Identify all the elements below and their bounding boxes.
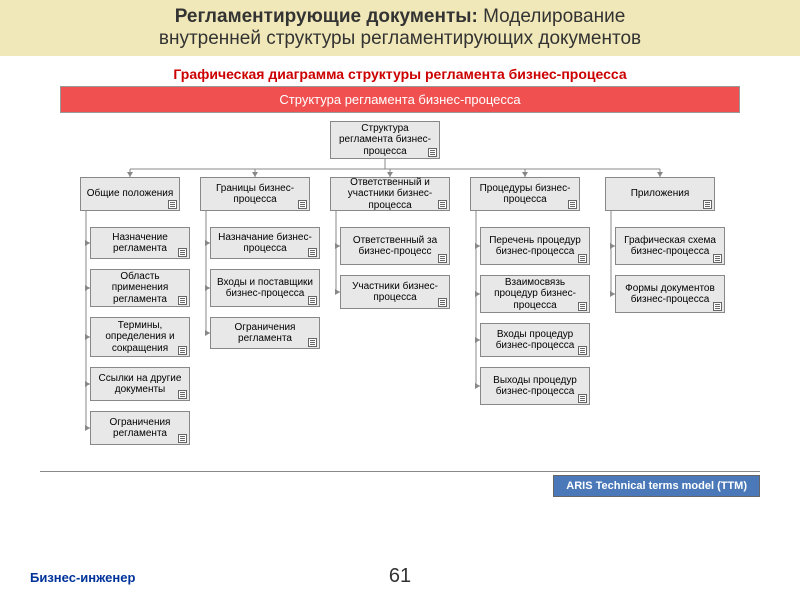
doc-icon xyxy=(298,200,307,209)
doc-icon xyxy=(178,434,187,443)
diagram-area: ARIS Technical terms model (TTM) Структу… xyxy=(30,119,770,519)
tree-node: Взаимосвязь процедур бизнес-процесса xyxy=(480,275,590,313)
doc-icon xyxy=(713,254,722,263)
tree-node: Выходы процедур бизнес-процесса xyxy=(480,367,590,405)
title-line2: внутренней структуры регламентирующих до… xyxy=(10,28,790,50)
tree-node: Ответственный и участники бизнес-процесс… xyxy=(330,177,450,211)
page-number: 61 xyxy=(389,565,411,588)
doc-icon xyxy=(308,248,317,257)
red-header: Структура регламента бизнес-процесса xyxy=(60,86,740,113)
tree-node: Процедуры бизнес-процесса xyxy=(470,177,580,211)
doc-icon xyxy=(178,296,187,305)
doc-icon xyxy=(578,254,587,263)
tree-node: Общие положения xyxy=(80,177,180,211)
tree-node: Структура регламента бизнес-процесса xyxy=(330,121,440,159)
doc-icon xyxy=(178,346,187,355)
tree-node: Ответственный за бизнес-процесс xyxy=(340,227,450,265)
doc-icon xyxy=(578,346,587,355)
subtitle: Графическая диаграмма структуры регламен… xyxy=(0,66,800,82)
doc-icon xyxy=(578,394,587,403)
doc-icon xyxy=(178,248,187,257)
tree-node: Назначание бизнес-процесса xyxy=(210,227,320,259)
doc-icon xyxy=(428,148,437,157)
tree-node: Графическая схема бизнес-процесса xyxy=(615,227,725,265)
title-bar: Регламентирующие документы: Моделировани… xyxy=(0,0,800,56)
aris-label: ARIS Technical terms model (TTM) xyxy=(553,475,760,497)
doc-icon xyxy=(568,200,577,209)
tree-node: Ограничения регламента xyxy=(90,411,190,445)
tree-node: Ограничения регламента xyxy=(210,317,320,349)
tree-node: Термины, определения и сокращения xyxy=(90,317,190,357)
tree-node: Входы процедур бизнес-процесса xyxy=(480,323,590,357)
doc-icon xyxy=(168,200,177,209)
doc-icon xyxy=(578,302,587,311)
tree-node: Участники бизнес-процесса xyxy=(340,275,450,309)
tree-node: Границы бизнес-процесса xyxy=(200,177,310,211)
doc-icon xyxy=(438,200,447,209)
doc-icon xyxy=(178,390,187,399)
doc-icon xyxy=(703,200,712,209)
tree-node: Перечень процедур бизнес-процесса xyxy=(480,227,590,265)
doc-icon xyxy=(438,254,447,263)
hr-line xyxy=(40,471,760,472)
title-rest: Моделирование xyxy=(478,6,625,27)
doc-icon xyxy=(308,296,317,305)
tree-node: Назначение регламента xyxy=(90,227,190,259)
doc-icon xyxy=(308,338,317,347)
footer-left: Бизнес-инженер xyxy=(30,570,135,585)
tree-node: Формы документов бизнес-процесса xyxy=(615,275,725,313)
doc-icon xyxy=(713,302,722,311)
title-bold: Регламентирующие документы: xyxy=(175,6,478,27)
title-line1: Регламентирующие документы: Моделировани… xyxy=(10,6,790,28)
tree-node: Ссылки на другие документы xyxy=(90,367,190,401)
tree-node: Область применения регламента xyxy=(90,269,190,307)
tree-node: Входы и поставщики бизнес-процесса xyxy=(210,269,320,307)
tree-node: Приложения xyxy=(605,177,715,211)
doc-icon xyxy=(438,298,447,307)
